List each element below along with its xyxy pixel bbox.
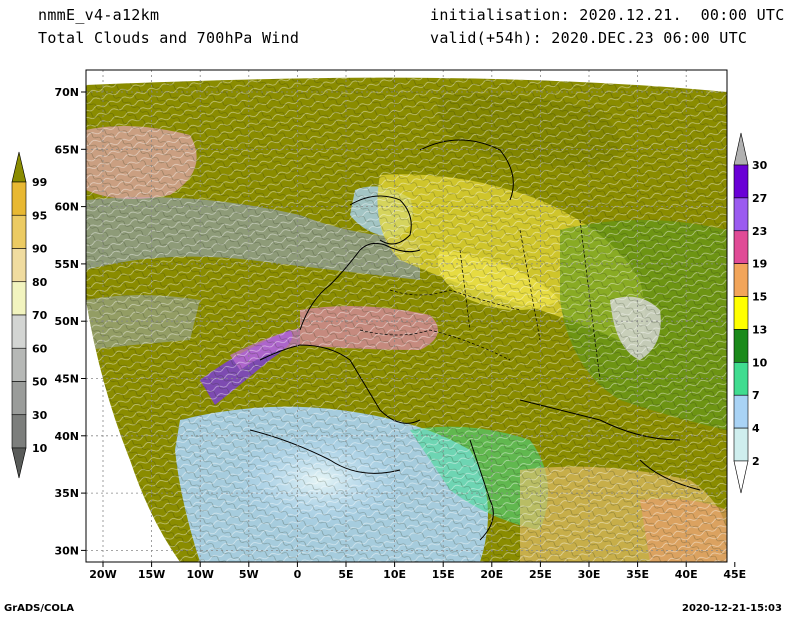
wind-legend-swatch [733, 329, 749, 363]
lon-tick-label: 5E [338, 568, 353, 581]
cloud-field [86, 77, 727, 562]
lon-tick-label: 10W [186, 568, 213, 581]
footer-software: GrADS/COLA [4, 603, 74, 614]
lat-tick-label: 70N [54, 86, 79, 99]
lon-tick-label: 30E [578, 568, 601, 581]
borders [359, 219, 601, 381]
lon-tick-label: 0 [294, 568, 302, 581]
cloud-legend-label: 99 [32, 176, 47, 189]
lat-tick-label: 35N [54, 487, 79, 500]
cloud-legend-label: 60 [32, 342, 48, 355]
wind-legend-label: 27 [752, 192, 767, 205]
wind-legend-label: 15 [752, 291, 767, 304]
latitude-axis: 70N 65N 60N 55N 50N 45N 40N 35N 30N [54, 86, 86, 557]
graticule [86, 70, 727, 562]
cloud-legend-label: 30 [32, 409, 48, 422]
cloud-legend-top-arrow [11, 151, 27, 183]
wind-legend-bottom-arrow [733, 460, 749, 494]
lon-tick-label: 20E [480, 568, 503, 581]
wind-legend-swatch [733, 230, 749, 264]
lon-tick-label: 45E [723, 568, 746, 581]
lat-tick-label: 50N [54, 315, 79, 328]
wind-legend-label: 7 [752, 389, 760, 402]
wind-legend-label: 2 [752, 455, 760, 468]
lon-tick-label: 35E [626, 568, 649, 581]
lon-tick-label: 5W [239, 568, 259, 581]
wind-legend-swatch [733, 263, 749, 297]
wind-legend-swatch [733, 296, 749, 330]
cloud-legend-swatch [11, 414, 27, 449]
cloud-legend-label: 10 [32, 442, 48, 455]
lat-tick-label: 45N [54, 373, 79, 386]
longitude-axis: 20W 15W 10W 5W 0 5E 10E 15E 20E 25E 30E 35E 40E 45E [89, 562, 746, 581]
wind-legend-label: 23 [752, 225, 767, 238]
cloud-legend-label: 90 [32, 243, 48, 256]
lon-tick-label: 15E [432, 568, 455, 581]
cloud-legend-label: 50 [32, 376, 48, 389]
lat-tick-label: 55N [54, 258, 79, 271]
wind-legend-swatch [733, 394, 749, 429]
model-title: nmmE_v4-a12km [38, 6, 160, 24]
lat-tick-label: 60N [54, 201, 79, 214]
wind-legend-label: 19 [752, 258, 767, 271]
cloud-legend-label: 95 [32, 209, 47, 222]
wind-speed-legend: 30 27 23 19 15 13 10 7 4 2 [733, 132, 768, 494]
coastlines [249, 139, 701, 541]
wind-legend-label: 13 [752, 323, 767, 336]
cloud-legend-label: 70 [32, 309, 48, 322]
cloud-legend-swatch [11, 281, 27, 316]
map-frame [85, 69, 728, 563]
cloud-legend-swatch [11, 214, 27, 249]
lat-tick-label: 30N [54, 544, 79, 557]
wind-legend-swatch [733, 427, 749, 462]
lat-tick-label: 40N [54, 430, 79, 443]
cloud-cover-legend: 99 95 90 80 70 60 50 30 10 [11, 151, 48, 479]
cloud-legend-swatch [11, 314, 27, 349]
wind-legend-swatch [733, 197, 749, 232]
lon-tick-label: 25E [529, 568, 552, 581]
lon-tick-label: 15W [138, 568, 165, 581]
lon-tick-label: 20W [89, 568, 116, 581]
valid-time: valid(+54h): 2020.DEC.23 06:00 UTC [430, 29, 748, 47]
footer-timestamp: 2020-12-21-15:03 [682, 603, 782, 614]
lon-tick-label: 10E [383, 568, 406, 581]
wind-legend-swatch [733, 362, 749, 396]
cloud-legend-label: 80 [32, 276, 48, 289]
wind-legend-label: 10 [752, 356, 768, 369]
wind-legend-swatch [733, 164, 749, 199]
cloud-legend-swatch [11, 248, 27, 283]
cloud-legend-swatch [11, 381, 27, 416]
wind-legend-label: 4 [752, 422, 760, 435]
init-time: initialisation: 2020.12.21. 00:00 UTC [430, 6, 785, 24]
wind-legend-top-arrow [733, 132, 749, 166]
product-title: Total Clouds and 700hPa Wind [38, 29, 300, 47]
cloud-legend-swatch [11, 181, 27, 216]
wind-legend-label: 30 [752, 159, 768, 172]
cloud-legend-swatch [11, 347, 27, 382]
lon-tick-label: 40E [675, 568, 698, 581]
cloud-legend-bottom-arrow [11, 447, 27, 479]
lat-tick-label: 65N [54, 143, 79, 156]
